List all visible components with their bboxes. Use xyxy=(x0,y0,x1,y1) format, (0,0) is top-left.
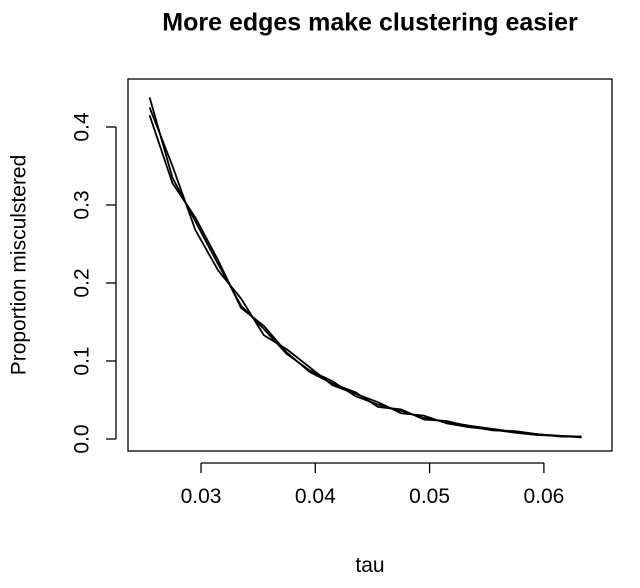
y-tick-label: 0.0 xyxy=(71,424,94,453)
y-axis-label: Proportion misculstered xyxy=(8,155,31,376)
series-line xyxy=(148,107,582,439)
y-tick-label: 0.2 xyxy=(71,268,94,297)
plot-frame xyxy=(127,78,613,452)
x-tick-label: 0.05 xyxy=(409,485,450,508)
x-axis-label: tau xyxy=(355,554,384,577)
x-tick-label: 0.04 xyxy=(295,485,336,508)
series-line xyxy=(148,97,582,438)
x-tick-label: 0.06 xyxy=(523,485,564,508)
series-line xyxy=(148,114,582,438)
y-tick-label: 0.3 xyxy=(71,190,94,219)
x-tick-label: 0.03 xyxy=(181,485,222,508)
y-tick-label: 0.4 xyxy=(71,112,94,142)
chart-title: More edges make clustering easier xyxy=(162,9,578,37)
y-tick-label: 0.1 xyxy=(71,346,94,375)
